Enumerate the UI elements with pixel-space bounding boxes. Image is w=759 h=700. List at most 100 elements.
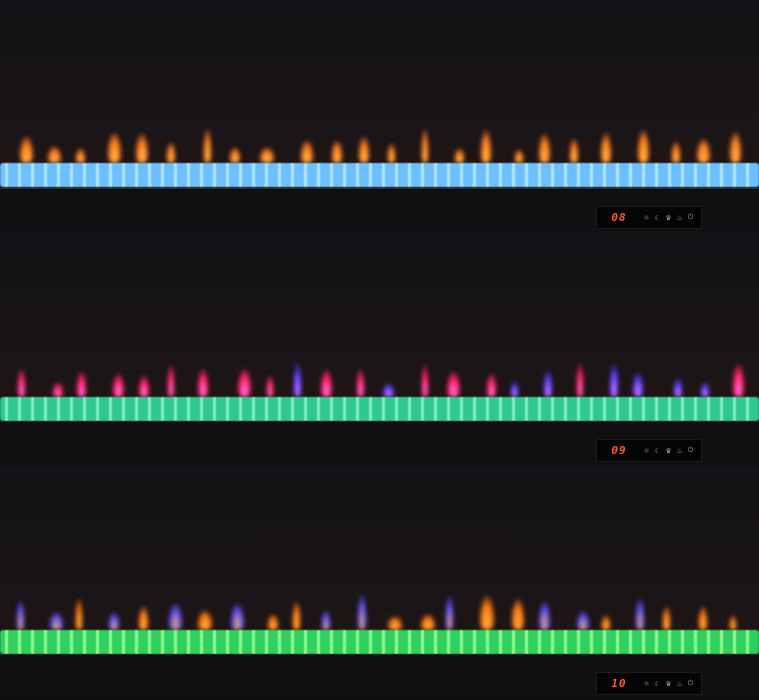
flame — [634, 597, 646, 630]
flame — [75, 370, 88, 397]
flame — [299, 140, 314, 163]
flame — [320, 610, 332, 630]
flame — [135, 132, 149, 163]
flame — [49, 612, 65, 630]
fireplace-trim: 08 ☼ ☾ ♛ ♨ ⏻ — [0, 188, 759, 233]
flame — [661, 605, 672, 630]
flame — [445, 370, 462, 397]
fireplace-panel: 10 ☼ ☾ ♛ ♨ ⏻ — [0, 466, 759, 699]
flame — [444, 594, 454, 630]
flame — [259, 147, 275, 163]
flame — [698, 606, 709, 630]
flame — [486, 373, 497, 397]
ember-bed-crystals — [0, 163, 759, 187]
flame — [538, 600, 552, 630]
flame — [108, 611, 120, 630]
flame — [47, 146, 63, 163]
flame — [167, 603, 184, 630]
flame — [75, 147, 87, 163]
moon-icon[interactable]: ☾ — [654, 679, 661, 688]
led-display: 09 — [611, 444, 627, 457]
flame — [74, 598, 83, 630]
flame — [331, 139, 344, 163]
flame — [17, 368, 26, 397]
flame — [386, 615, 403, 630]
flame — [510, 381, 519, 397]
control-panel: 08 ☼ ☾ ♛ ♨ ⏻ — [596, 206, 702, 229]
flame — [600, 615, 612, 630]
heater-icon[interactable]: ♨ — [676, 679, 683, 688]
flame — [513, 148, 524, 163]
flame — [106, 131, 122, 163]
flame — [569, 137, 580, 163]
flame — [478, 594, 495, 630]
led-display: 08 — [611, 211, 627, 224]
flame — [600, 131, 612, 163]
moon-icon[interactable]: ☾ — [654, 446, 661, 455]
flame-icon[interactable]: ♛ — [665, 213, 672, 222]
flame-icon[interactable]: ♛ — [665, 446, 672, 455]
heater-icon[interactable]: ♨ — [676, 213, 683, 222]
flame — [576, 361, 585, 397]
power-icon[interactable]: ⏻ — [687, 446, 694, 454]
flame — [543, 370, 553, 397]
moon-icon[interactable]: ☾ — [654, 213, 661, 222]
flame — [420, 613, 436, 630]
flame — [51, 382, 65, 397]
power-icon[interactable]: ⏻ — [687, 679, 694, 687]
flame — [265, 375, 274, 397]
brightness-icon[interactable]: ☼ — [643, 679, 650, 688]
flame — [631, 372, 645, 397]
flame — [355, 367, 365, 397]
firebox-back-wall — [0, 466, 759, 656]
flame — [228, 147, 241, 163]
flame — [479, 128, 493, 163]
flame — [267, 614, 280, 630]
flame — [636, 128, 650, 163]
flame — [18, 136, 34, 163]
flame — [165, 141, 177, 163]
flame-icon[interactable]: ♛ — [665, 679, 672, 688]
flame — [670, 141, 682, 163]
flame — [732, 363, 746, 397]
flame — [112, 372, 125, 397]
flame — [454, 148, 466, 163]
ember-bed-crystals — [0, 630, 759, 654]
brightness-icon[interactable]: ☼ — [643, 213, 650, 222]
fireplace-panel: 09 ☼ ☾ ♛ ♨ ⏻ — [0, 233, 759, 466]
flame — [729, 615, 738, 630]
flame — [236, 367, 253, 397]
led-display: 10 — [611, 677, 627, 690]
flame — [356, 594, 368, 630]
flame — [728, 130, 743, 163]
flame — [386, 142, 397, 163]
flame — [166, 364, 176, 397]
flame — [291, 601, 302, 630]
firebox-back-wall — [0, 0, 759, 190]
flame — [203, 127, 212, 163]
flame — [292, 361, 303, 397]
brightness-icon[interactable]: ☼ — [643, 446, 650, 455]
fireplace-trim: 09 ☼ ☾ ♛ ♨ ⏻ — [0, 421, 759, 466]
flame — [575, 610, 591, 630]
fireplace-panel: 08 ☼ ☾ ♛ ♨ ⏻ — [0, 0, 759, 233]
flame — [700, 382, 711, 397]
flame — [695, 137, 711, 163]
flame — [421, 127, 430, 163]
heater-icon[interactable]: ♨ — [676, 446, 683, 455]
flame — [197, 367, 209, 397]
flame — [510, 598, 525, 630]
power-icon[interactable]: ⏻ — [687, 213, 694, 221]
flame — [358, 136, 371, 163]
flame — [137, 374, 150, 397]
flame — [15, 599, 26, 630]
flame — [608, 362, 619, 397]
flame — [320, 369, 333, 397]
flame — [672, 378, 684, 397]
flame — [197, 609, 213, 630]
ember-bed-crystals — [0, 397, 759, 421]
flame — [538, 132, 552, 163]
control-panel: 10 ☼ ☾ ♛ ♨ ⏻ — [596, 672, 702, 695]
flame — [137, 605, 149, 630]
flame — [420, 363, 430, 397]
